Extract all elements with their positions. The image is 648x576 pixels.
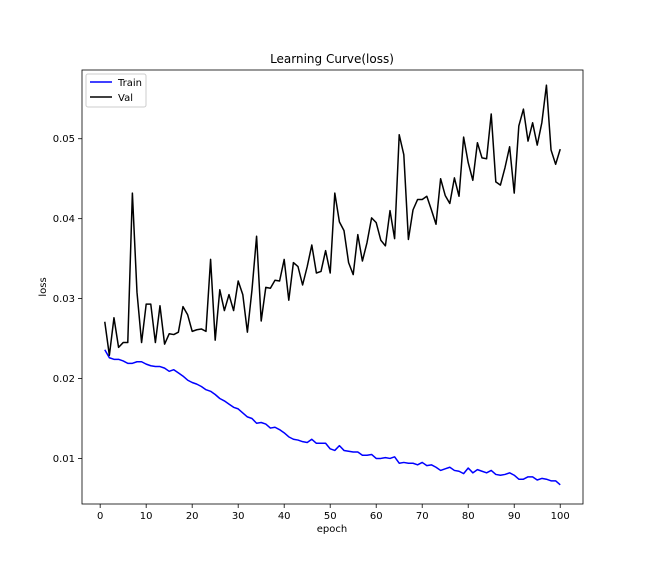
x-tick-label: 80 bbox=[462, 511, 475, 522]
x-tick-label: 20 bbox=[186, 511, 199, 522]
y-tick-label: 0.02 bbox=[53, 374, 75, 385]
x-tick-label: 100 bbox=[551, 511, 570, 522]
x-tick-label: 40 bbox=[278, 511, 291, 522]
series-line-val bbox=[104, 84, 561, 357]
chart-title: Learning Curve(loss) bbox=[270, 52, 394, 66]
legend: Train Val bbox=[85, 73, 147, 108]
x-tick-label: 0 bbox=[97, 511, 103, 522]
series-lines bbox=[104, 84, 561, 486]
x-tick-label: 60 bbox=[370, 511, 383, 522]
plot-area bbox=[81, 69, 584, 505]
x-tick-label: 10 bbox=[140, 511, 153, 522]
x-tick-label: 30 bbox=[232, 511, 245, 522]
x-tick-label: 70 bbox=[416, 511, 429, 522]
y-tick-label: 0.03 bbox=[53, 294, 75, 305]
y-tick-label: 0.01 bbox=[53, 454, 75, 465]
axis-ticks: 0 10 20 30 40 50 60 70 80 90 100 0.01 0.02 0.03 0.04 0.… bbox=[53, 134, 570, 522]
legend-val-label: Val bbox=[118, 93, 133, 104]
x-tick-label: 50 bbox=[324, 511, 337, 522]
x-axis-label: epoch bbox=[317, 524, 347, 535]
legend-train-label: Train bbox=[117, 78, 142, 89]
y-tick-label: 0.04 bbox=[53, 214, 75, 225]
y-axis-label: loss bbox=[38, 277, 49, 296]
series-line-train bbox=[104, 349, 561, 486]
x-tick-label: 90 bbox=[508, 511, 521, 522]
y-tick-label: 0.05 bbox=[53, 134, 75, 145]
